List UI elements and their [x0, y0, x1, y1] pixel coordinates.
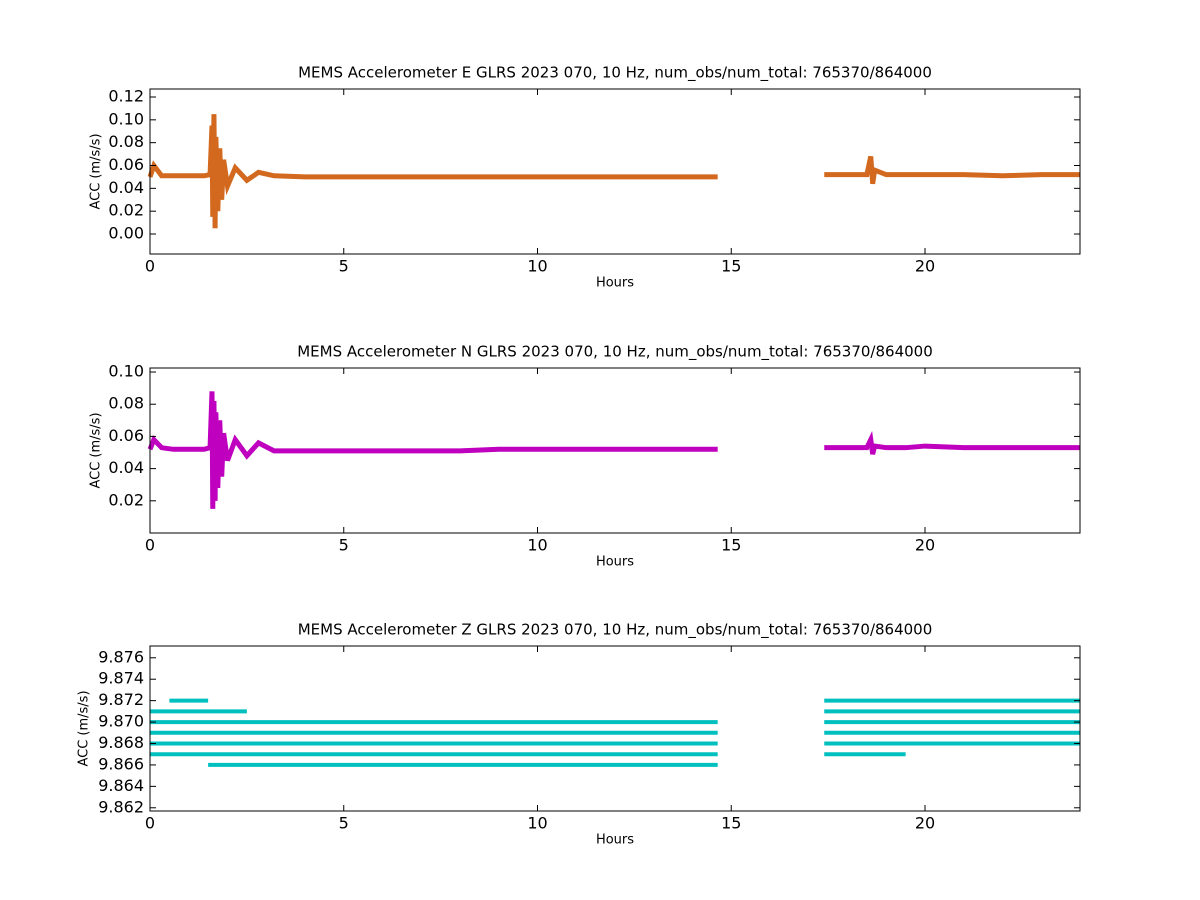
x-tick-label: 0	[145, 536, 155, 555]
x-tick-label: 20	[915, 257, 935, 276]
y-tick-label: 0.06	[108, 426, 144, 445]
y-axis-label: ACC (m/s/s)	[89, 133, 104, 209]
x-tick-label: 15	[721, 257, 741, 276]
x-axis-label: Hours	[596, 555, 634, 570]
y-tick-label: 0.04	[108, 178, 144, 197]
x-tick-label: 5	[339, 536, 349, 555]
x-axis-label: Hours	[596, 276, 634, 291]
y-tick-label: 9.874	[98, 669, 144, 688]
chart-title: MEMS Accelerometer Z GLRS 2023 070, 10 H…	[298, 621, 933, 640]
y-tick-label: 9.866	[98, 754, 144, 773]
chart-title: MEMS Accelerometer N GLRS 2023 070, 10 H…	[297, 343, 933, 362]
y-tick-label: 0.02	[108, 201, 144, 220]
x-tick-label: 15	[721, 536, 741, 555]
x-tick-label: 20	[915, 814, 935, 833]
x-tick-label: 5	[339, 814, 349, 833]
x-tick-label: 0	[145, 814, 155, 833]
chart-title: MEMS Accelerometer E GLRS 2023 070, 10 H…	[298, 64, 932, 83]
x-tick-label: 5	[339, 257, 349, 276]
y-tick-label: 0.08	[108, 394, 144, 413]
y-tick-label: 0.00	[108, 224, 144, 243]
data-line	[147, 391, 1080, 509]
y-tick-label: 9.862	[98, 797, 144, 816]
x-tick-label: 20	[915, 536, 935, 555]
plot-frame	[149, 645, 1081, 812]
x-tick-label: 10	[527, 814, 547, 833]
x-tick-label: 10	[527, 536, 547, 555]
y-tick-label: 9.876	[98, 647, 144, 666]
y-tick-label: 0.08	[108, 132, 144, 151]
x-tick-label: 10	[527, 257, 547, 276]
x-tick-label: 15	[721, 814, 741, 833]
y-tick-label: 9.870	[98, 712, 144, 731]
y-tick-label: 0.02	[108, 490, 144, 509]
y-tick-label: 0.10	[108, 362, 144, 381]
y-tick-label: 0.10	[108, 109, 144, 128]
data-line	[147, 114, 1080, 229]
x-tick-label: 0	[145, 257, 155, 276]
x-axis-label: Hours	[596, 833, 634, 848]
y-axis-label: ACC (m/s/s)	[89, 412, 104, 488]
y-tick-label: 9.868	[98, 733, 144, 752]
plot-frame	[149, 88, 1081, 255]
y-tick-label: 9.864	[98, 776, 144, 795]
y-tick-label: 0.04	[108, 458, 144, 477]
y-tick-label: 0.12	[108, 86, 144, 105]
y-tick-label: 9.872	[98, 690, 144, 709]
y-tick-label: 0.06	[108, 155, 144, 174]
plot-frame	[149, 367, 1081, 534]
y-axis-label: ACC (m/s/s)	[77, 690, 92, 766]
